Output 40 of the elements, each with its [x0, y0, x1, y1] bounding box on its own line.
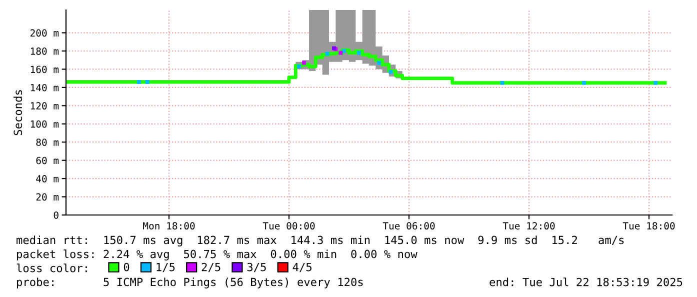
x-tick-label: Mon 18:00 [143, 222, 195, 230]
legend-label: 0 [124, 262, 130, 272]
y-tick-label: 0 [54, 212, 58, 219]
point [377, 60, 381, 65]
text: probe: 5 ICMP Echo Pings (56 Bytes) every 120s [17, 278, 363, 288]
point [325, 52, 330, 56]
text: packet loss: 2.24 % avg 50.75 % max 0.00 % min 0.00 % now [17, 250, 418, 260]
y-tick-label: 140 m [30, 84, 59, 92]
y-tick-label: 20 m [36, 193, 59, 201]
y-axis-title: Seconds [13, 90, 22, 136]
point [302, 60, 306, 65]
legend-label: 4/5 [292, 262, 312, 272]
point [388, 70, 393, 74]
point [654, 80, 658, 85]
text: end: Tue Jul 22 18:53:19 2025 [490, 278, 682, 286]
point [338, 50, 343, 55]
point [145, 80, 150, 84]
legend-label: 2/5 [202, 262, 220, 272]
point [582, 80, 586, 85]
y-tick-label: 80 m [36, 138, 59, 146]
x-tick-label: Tue 06:00 [382, 222, 435, 230]
text: median rtt: 150.7 ms avg 182.7 ms max 144.3 ms min 145.0 ms now 9.9 ms sd 15.2 am/s [16, 236, 624, 246]
y-tick-label: 100 m [30, 120, 59, 128]
y-tick-label: 180 m [30, 48, 59, 55]
y-tick-label: 160 m [30, 66, 59, 74]
point [357, 50, 361, 55]
y-tick-label: 200 m [30, 29, 59, 37]
y-tick-label: 60 m [36, 156, 59, 164]
y-tick-label: 120 m [30, 102, 59, 110]
point [342, 49, 346, 53]
text: loss color: [16, 264, 87, 272]
point [500, 80, 504, 85]
y-tick-label: 40 m [36, 175, 59, 182]
point [137, 80, 141, 84]
legend-label: 3/5 [247, 262, 266, 272]
x-tick-label: Tue 00:00 [262, 222, 315, 230]
legend-label: 1/5 [156, 262, 175, 272]
x-tick-label: Tue 12:00 [502, 222, 555, 230]
x-tick-label: Tue 18:00 [622, 222, 675, 230]
point [297, 64, 301, 68]
